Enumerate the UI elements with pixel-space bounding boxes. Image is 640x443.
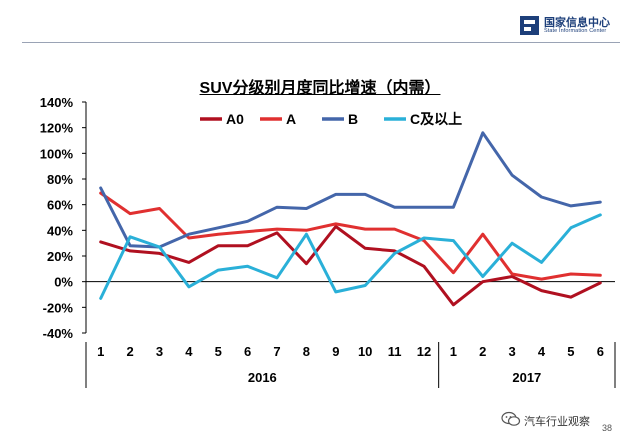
x-tick-label: 3 [509, 344, 516, 359]
series-lines [99, 131, 602, 307]
x-tick-label: 9 [332, 344, 339, 359]
y-tick-labels: 140% 120% 100% 80% 60% 40% 20% 0% -20% -40% [40, 95, 74, 341]
x-tick-label: 2 [479, 344, 486, 359]
x-tick-label: 12 [417, 344, 431, 359]
x-tick-label: 11 [388, 344, 402, 359]
series-line-1 [99, 225, 602, 307]
x-tick-label: 4 [538, 344, 546, 359]
y-tick-label: 60% [47, 198, 73, 213]
y-tick-label: 20% [47, 249, 73, 264]
y-tick-label: 140% [40, 95, 74, 110]
x-tick-label: 1 [450, 344, 457, 359]
x-tick-label: 1 [97, 344, 104, 359]
chart-title: SUV分级别月度同比增速（内需） [199, 80, 441, 97]
x-tick-label: 8 [303, 344, 310, 359]
year-group-labels: 2016 2017 [248, 370, 541, 385]
state-information-center-logo: 国家信息中心 State Information Center [520, 14, 628, 40]
footer-brand: 汽车行业观察 [524, 416, 590, 428]
y-tick-label: 100% [40, 146, 74, 161]
x-tick-label: 5 [215, 344, 222, 359]
legend-label: B [348, 111, 358, 127]
axes [82, 101, 616, 388]
logo-english-name: State Information Center [544, 28, 607, 34]
series-line-4 [99, 213, 602, 300]
legend-label: A [286, 111, 296, 127]
y-tick-label: -40% [43, 326, 74, 341]
wechat-icon [501, 411, 521, 426]
y-tick-label: 120% [40, 121, 74, 136]
x-tick-label: 10 [358, 344, 372, 359]
logo-mark-icon [520, 16, 539, 35]
x-tick-label: 2 [126, 344, 133, 359]
x-tick-labels: 1 2 3 4 5 6 7 8 9 10 11 12 1 2 3 4 5 6 [97, 344, 604, 359]
year-group-label: 2017 [512, 370, 541, 385]
y-tick-label: -20% [43, 300, 74, 315]
x-tick-label: 3 [156, 344, 163, 359]
x-tick-label: 7 [273, 344, 280, 359]
x-tick-label: 4 [185, 344, 193, 359]
series-line-3 [99, 131, 602, 249]
y-tick-label: 0% [54, 275, 73, 290]
y-tick-label: 80% [47, 172, 73, 187]
series-line-2 [99, 191, 602, 281]
page-number: 38 [602, 423, 613, 433]
legend-label: C及以上 [410, 111, 462, 127]
header-divider [22, 42, 620, 43]
legend-label: A0 [226, 111, 244, 127]
legend: A0 A B C及以上 [200, 111, 462, 127]
year-group-label: 2016 [248, 370, 277, 385]
logo-chinese-name: 国家信息中心 [544, 17, 610, 29]
x-tick-label: 6 [244, 344, 251, 359]
x-tick-label: 5 [567, 344, 574, 359]
y-tick-label: 40% [47, 223, 73, 238]
x-tick-label: 6 [597, 344, 604, 359]
